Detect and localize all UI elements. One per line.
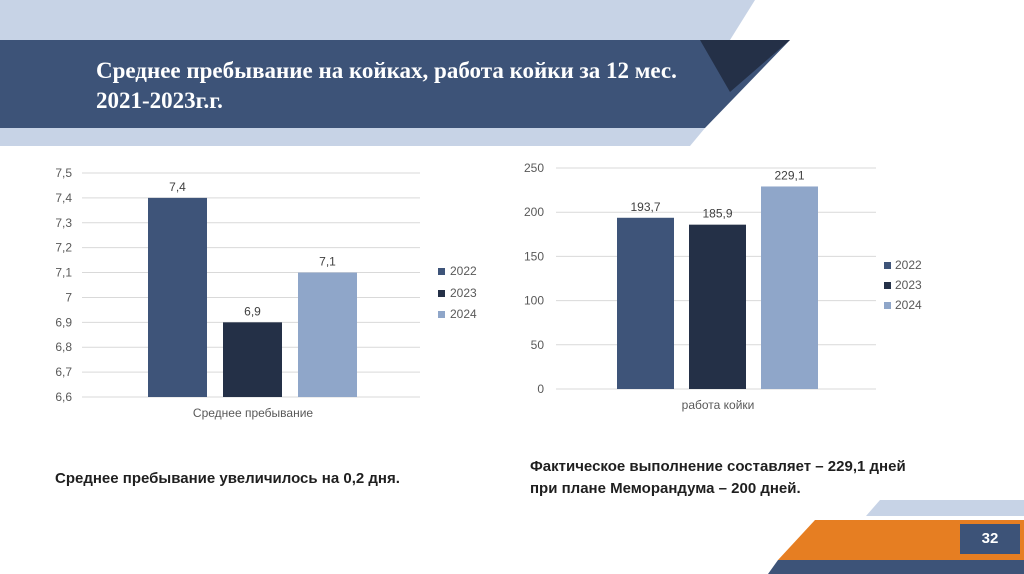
caption-average-stay: Среднее пребывание увеличилось на 0,2 дн… bbox=[55, 470, 400, 487]
footer-light-band bbox=[866, 500, 1024, 516]
page-number-box bbox=[960, 524, 1020, 554]
caption-bed-work: Фактическое выполнение составляет – 229,… bbox=[530, 458, 906, 497]
page-number: 32 bbox=[981, 530, 999, 547]
title-banner bbox=[0, 40, 790, 128]
banner-dark-corner bbox=[700, 40, 790, 92]
slide-title: Среднее пребывание на койках, работа кой… bbox=[96, 58, 677, 113]
footer-dark-band bbox=[768, 560, 1024, 574]
header-light-band bbox=[0, 0, 755, 40]
banner-light-strip bbox=[0, 128, 705, 146]
